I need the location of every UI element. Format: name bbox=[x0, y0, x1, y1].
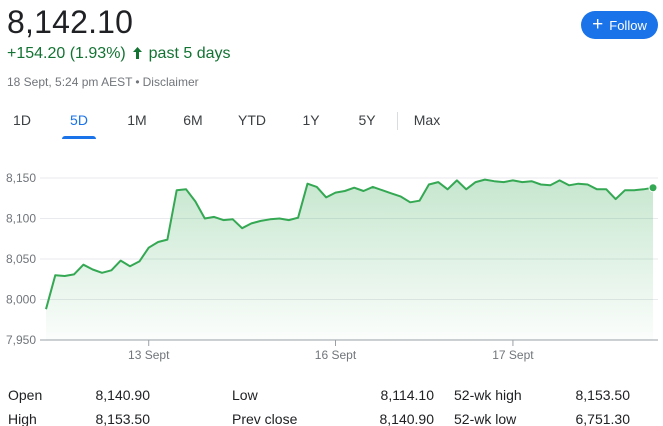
arrow-up-icon bbox=[133, 47, 143, 59]
y-tick-label: 7,950 bbox=[6, 333, 36, 347]
stat-high-value: 8,153.50 bbox=[95, 411, 151, 426]
y-tick-label: 8,100 bbox=[6, 212, 36, 226]
chart-y-axis: 7,950 8,000 8,050 8,100 8,150 bbox=[6, 171, 36, 347]
x-tick-label: 16 Sept bbox=[315, 348, 357, 362]
follow-label: Follow bbox=[609, 17, 647, 33]
tab-ytd[interactable]: YTD bbox=[238, 112, 266, 128]
stat-low-value: 8,114.10 bbox=[380, 387, 434, 403]
stats-table: Open 8,140.90 High 8,153.50 Low 8,114.10… bbox=[0, 380, 663, 426]
tab-1m[interactable]: 1M bbox=[127, 112, 147, 128]
separator-dot: • bbox=[135, 75, 140, 89]
tab-6m[interactable]: 6M bbox=[183, 112, 203, 128]
stat-52wk-low-value: 6,751.30 bbox=[575, 411, 631, 426]
tab-divider bbox=[397, 112, 398, 130]
stat-prev-close-value: 8,140.90 bbox=[379, 411, 435, 426]
stat-52wk-high-label: 52-wk high bbox=[454, 387, 522, 403]
tab-5d[interactable]: 5D bbox=[62, 104, 96, 139]
stat-52wk-low-label: 52-wk low bbox=[454, 411, 517, 426]
stat-low-label: Low bbox=[232, 387, 258, 403]
tab-1d[interactable]: 1D bbox=[13, 112, 31, 128]
stat-52wk-high-value: 8,153.50 bbox=[575, 387, 631, 403]
plus-icon: + bbox=[592, 14, 604, 35]
price-line bbox=[45, 178, 654, 310]
quote-timestamp: 18 Sept, 5:24 pm AEST bbox=[7, 75, 133, 89]
quote-meta: 18 Sept, 5:24 pm AEST • Disclaimer bbox=[7, 74, 199, 90]
change-value: +154.20 (1.93%) bbox=[7, 45, 126, 62]
stat-high-label: High bbox=[8, 411, 37, 426]
y-tick-label: 8,050 bbox=[6, 252, 36, 266]
x-tick-label: 13 Sept bbox=[128, 348, 170, 362]
y-tick-label: 8,000 bbox=[6, 293, 36, 307]
x-tick-label: 17 Sept bbox=[492, 348, 534, 362]
tab-1y[interactable]: 1Y bbox=[302, 112, 320, 128]
tab-5y[interactable]: 5Y bbox=[358, 112, 376, 128]
current-price-dot bbox=[648, 183, 658, 193]
stock-price: 8,142.10 bbox=[7, 4, 134, 40]
stat-open-value: 8,140.90 bbox=[95, 387, 151, 403]
y-tick-label: 8,150 bbox=[6, 171, 36, 185]
change-period: past 5 days bbox=[148, 45, 231, 62]
disclaimer-link[interactable]: Disclaimer bbox=[142, 75, 199, 89]
area-fill bbox=[46, 179, 653, 340]
chart-area bbox=[45, 178, 658, 340]
price-change: +154.20 (1.93%) past 5 days bbox=[7, 44, 230, 64]
tab-max[interactable]: Max bbox=[413, 112, 441, 128]
follow-button[interactable]: + Follow bbox=[581, 11, 658, 39]
stat-prev-close-label: Prev close bbox=[232, 411, 298, 426]
stat-open-label: Open bbox=[8, 387, 43, 403]
